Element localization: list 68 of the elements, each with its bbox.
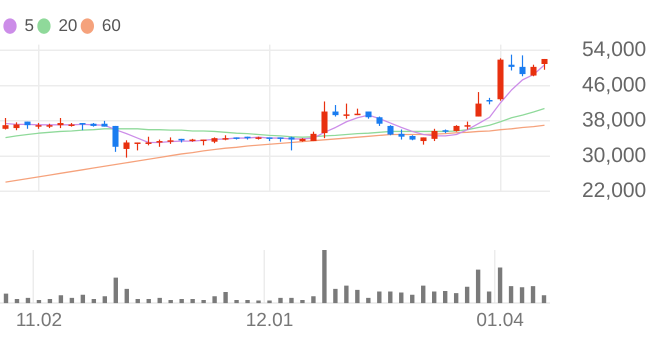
bar [410,294,414,304]
candlestick [288,136,295,151]
bar [179,298,184,304]
x-tick-label: 01.04 [476,310,524,331]
candlestick [508,54,515,72]
candlestick [530,64,537,77]
bar [344,286,349,304]
y-tick-label: 54,000 [582,38,646,62]
bar [486,291,492,304]
bar [136,298,140,304]
bar [333,288,338,304]
legend-label: 20 [58,16,78,35]
bar [388,291,392,304]
candlestick [519,54,526,77]
y-tick-label: 46,000 [582,73,646,96]
candlestick [2,117,9,130]
candlestick [475,91,482,118]
y-tick-label: 22,000 [582,179,646,202]
bar [476,270,480,304]
x-tick-label: 12.01 [246,310,294,331]
bar [355,290,360,304]
bar [322,250,327,304]
bar [4,294,8,304]
bar [498,268,502,304]
y-tick-label: 30,000 [582,144,646,167]
candlestick [343,102,350,120]
bar [454,293,458,304]
candlestick [387,124,394,136]
bar [212,296,217,304]
bar [508,286,514,304]
bar [201,300,206,304]
bar [377,291,382,304]
x-tick-label: 11.02 [16,310,62,331]
candlestick [123,140,130,158]
bar [399,292,404,304]
candlestick [112,125,119,152]
legend-label: 60 [102,16,121,35]
legend-label: 5 [24,16,34,35]
bar [36,300,42,304]
bar [530,286,536,304]
bar [432,291,436,304]
bar [80,294,86,304]
candlestick [57,117,64,129]
bar [311,296,316,304]
bar [102,296,108,304]
bar [158,298,162,304]
bar [114,278,118,304]
bar [92,298,96,304]
bar [190,298,195,304]
candlestick [321,100,328,139]
bar [421,286,426,304]
bar [168,300,173,304]
bar [223,292,228,304]
bar [366,298,371,304]
bar [146,298,151,304]
bar [48,298,52,304]
bar [520,287,524,304]
candlestick [376,116,383,127]
y-tick-label: 38,000 [582,108,646,132]
bar [442,290,448,304]
candlestick [332,104,339,118]
bar [464,286,470,304]
bar [542,295,546,304]
bar [124,288,129,304]
bar [234,300,239,304]
candlestick [431,128,438,142]
bar [70,298,74,304]
bar [58,295,64,304]
